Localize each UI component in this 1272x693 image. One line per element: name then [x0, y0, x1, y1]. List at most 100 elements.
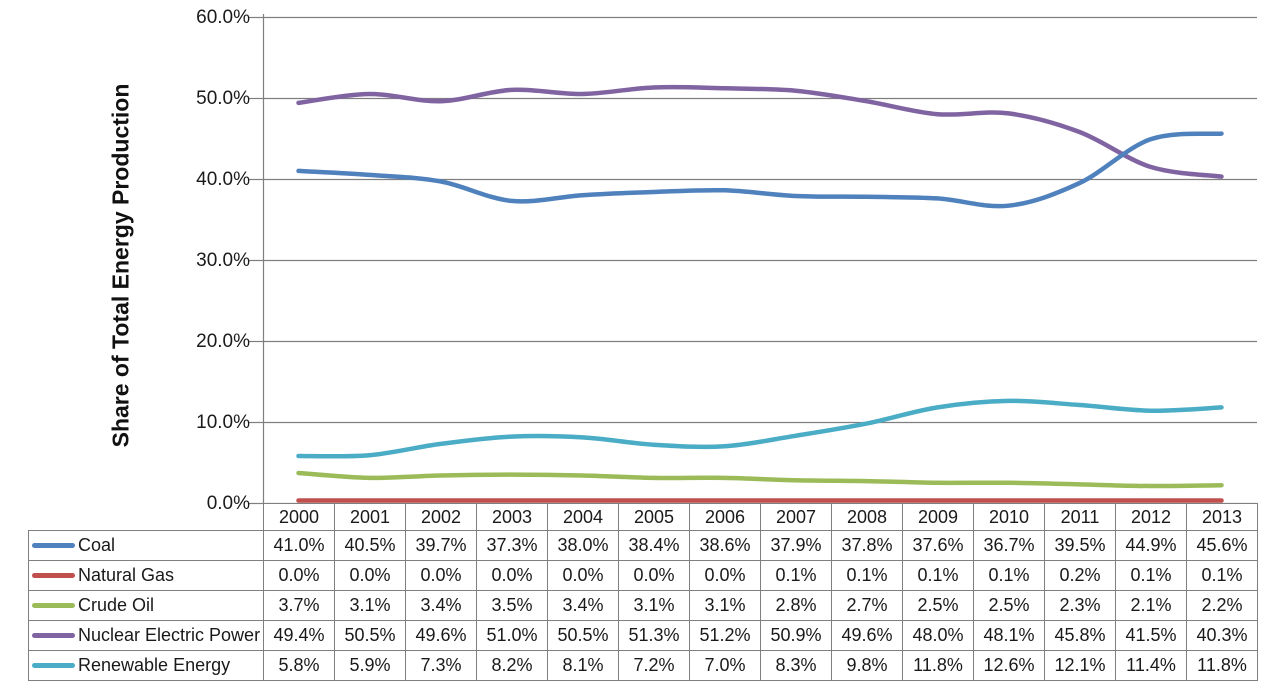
- legend-label: Nuclear Electric Power: [78, 625, 261, 645]
- value-cell: 12.6%: [973, 650, 1045, 681]
- value-cell: 49.6%: [405, 620, 477, 651]
- value-cell: 8.2%: [476, 650, 548, 681]
- value-cell: 48.1%: [973, 620, 1045, 651]
- year-header-cell: 2008: [831, 503, 903, 531]
- value-cell: 7.0%: [689, 650, 761, 681]
- value-cell: 2.2%: [1186, 590, 1258, 621]
- value-cell: 41.5%: [1115, 620, 1187, 651]
- value-cell: 0.1%: [1115, 560, 1187, 591]
- line-chart-plot-area: [249, 14, 1257, 505]
- year-header-cell: 2006: [689, 503, 761, 531]
- value-cell: 0.2%: [1044, 560, 1116, 591]
- legend-cell-natural-gas: Natural Gas: [28, 560, 264, 591]
- value-cell: 2.7%: [831, 590, 903, 621]
- value-cell: 0.1%: [760, 560, 832, 591]
- value-cell: 0.0%: [547, 560, 619, 591]
- value-cell: 3.1%: [618, 590, 690, 621]
- value-cell: 3.7%: [263, 590, 335, 621]
- legend-label: Natural Gas: [78, 565, 175, 585]
- y-axis-tick-label: 60.0%: [196, 6, 250, 28]
- value-cell: 0.1%: [902, 560, 974, 591]
- value-cell: 2.5%: [902, 590, 974, 621]
- series-line-crude-oil: [296, 470, 1224, 489]
- year-header-cell: 2011: [1044, 503, 1116, 531]
- value-cell: 11.8%: [902, 650, 974, 681]
- year-header-cell: 2001: [334, 503, 406, 531]
- legend-cell-nuclear-electric-power: Nuclear Electric Power: [28, 620, 264, 651]
- value-cell: 36.7%: [973, 530, 1045, 561]
- value-cell: 40.3%: [1186, 620, 1258, 651]
- legend-cell-renewable-energy: Renewable Energy: [28, 650, 264, 681]
- value-cell: 0.0%: [476, 560, 548, 591]
- y-axis-tick-label: 50.0%: [196, 87, 250, 109]
- value-cell: 11.8%: [1186, 650, 1258, 681]
- value-cell: 38.0%: [547, 530, 619, 561]
- value-cell: 3.5%: [476, 590, 548, 621]
- value-cell: 51.0%: [476, 620, 548, 651]
- legend-label: Crude Oil: [78, 595, 155, 615]
- year-header-cell: 2002: [405, 503, 477, 531]
- value-cell: 37.3%: [476, 530, 548, 561]
- y-axis-tick-label: 30.0%: [196, 249, 250, 271]
- table-corner-cell: [29, 504, 264, 531]
- legend-cell-crude-oil: Crude Oil: [28, 590, 264, 621]
- value-cell: 12.1%: [1044, 650, 1116, 681]
- value-cell: 5.9%: [334, 650, 406, 681]
- series-line-coal: [296, 131, 1224, 209]
- value-cell: 50.5%: [334, 620, 406, 651]
- value-cell: 0.1%: [1186, 560, 1258, 591]
- y-axis-title: Share of Total Energy Production: [107, 83, 134, 448]
- y-axis-tick-label: 40.0%: [196, 168, 250, 190]
- table-row-renewable-energy: Renewable Energy 5.8% 5.9% 7.3% 8.2% 8.1% 7.2%…: [28, 650, 1258, 681]
- y-axis-tick-label: 20.0%: [196, 330, 250, 352]
- value-cell: 39.7%: [405, 530, 477, 561]
- legend-swatch-coal: [32, 543, 75, 548]
- value-cell: 2.3%: [1044, 590, 1116, 621]
- year-header-cell: 2003: [476, 503, 548, 531]
- value-cell: 0.0%: [263, 560, 335, 591]
- year-header-cell: 2005: [618, 503, 690, 531]
- value-cell: 38.6%: [689, 530, 761, 561]
- value-cell: 37.6%: [902, 530, 974, 561]
- series-line-renewable-energy: [296, 398, 1224, 459]
- value-cell: 50.5%: [547, 620, 619, 651]
- value-cell: 2.1%: [1115, 590, 1187, 621]
- value-cell: 45.8%: [1044, 620, 1116, 651]
- year-header-row: 2000 2001 2002 2003 2004 2005 2006 2007 2008 2009…: [29, 503, 1258, 531]
- series-line-nuclear-electric-power: [296, 84, 1224, 179]
- value-cell: 3.4%: [547, 590, 619, 621]
- value-cell: 44.9%: [1115, 530, 1187, 561]
- table-row-natural-gas: Natural Gas 0.0% 0.0% 0.0% 0.0% 0.0% 0.0% 0.0% 0…: [28, 560, 1258, 591]
- value-cell: 0.1%: [831, 560, 903, 591]
- year-header-cell: 2004: [547, 503, 619, 531]
- value-cell: 0.0%: [618, 560, 690, 591]
- value-cell: 38.4%: [618, 530, 690, 561]
- chart-data-table: 2000 2001 2002 2003 2004 2005 2006 2007 2008 2009…: [28, 503, 1258, 681]
- value-cell: 40.5%: [334, 530, 406, 561]
- value-cell: 7.3%: [405, 650, 477, 681]
- value-cell: 48.0%: [902, 620, 974, 651]
- legend-label: Renewable Energy: [78, 655, 231, 675]
- value-cell: 0.1%: [973, 560, 1045, 591]
- legend-label: Coal: [78, 535, 116, 555]
- y-axis-tick-label: 10.0%: [196, 411, 250, 433]
- value-cell: 5.8%: [263, 650, 335, 681]
- year-header-cell: 2009: [902, 503, 974, 531]
- value-cell: 8.1%: [547, 650, 619, 681]
- value-cell: 37.9%: [760, 530, 832, 561]
- value-cell: 0.0%: [334, 560, 406, 591]
- value-cell: 45.6%: [1186, 530, 1258, 561]
- value-cell: 39.5%: [1044, 530, 1116, 561]
- value-cell: 3.1%: [334, 590, 406, 621]
- value-cell: 50.9%: [760, 620, 832, 651]
- value-cell: 37.8%: [831, 530, 903, 561]
- table-row-coal: Coal 41.0% 40.5% 39.7% 37.3% 38.0% 38.4% 38.6% 3…: [28, 530, 1258, 561]
- year-header-cell: 2007: [760, 503, 832, 531]
- value-cell: 51.3%: [618, 620, 690, 651]
- legend-swatch-nuclear-electric-power: [32, 633, 75, 638]
- value-cell: 49.6%: [831, 620, 903, 651]
- value-cell: 51.2%: [689, 620, 761, 651]
- y-axis-tick-label: 0.0%: [206, 492, 250, 514]
- value-cell: 3.4%: [405, 590, 477, 621]
